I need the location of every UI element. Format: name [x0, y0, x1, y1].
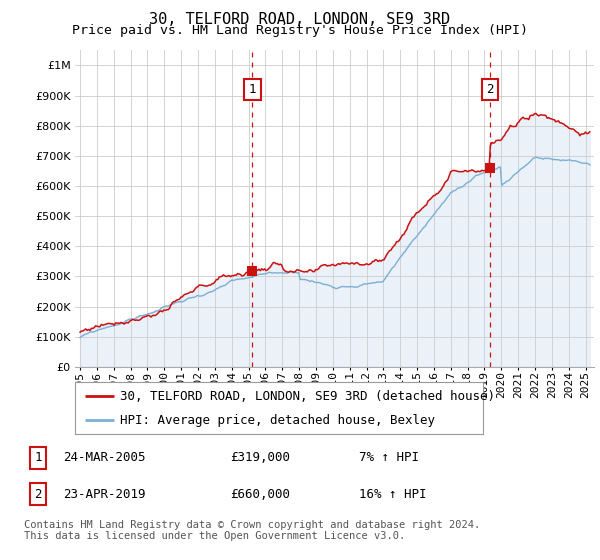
Text: 30, TELFORD ROAD, LONDON, SE9 3RD (detached house): 30, TELFORD ROAD, LONDON, SE9 3RD (detac… — [120, 390, 495, 403]
Text: 24-MAR-2005: 24-MAR-2005 — [63, 451, 146, 464]
Text: Contains HM Land Registry data © Crown copyright and database right 2024.
This d: Contains HM Land Registry data © Crown c… — [24, 520, 480, 542]
Text: £660,000: £660,000 — [230, 488, 290, 501]
Text: 16% ↑ HPI: 16% ↑ HPI — [359, 488, 426, 501]
Text: £319,000: £319,000 — [230, 451, 290, 464]
Text: Price paid vs. HM Land Registry's House Price Index (HPI): Price paid vs. HM Land Registry's House … — [72, 24, 528, 37]
Text: 23-APR-2019: 23-APR-2019 — [63, 488, 146, 501]
Text: 1: 1 — [34, 451, 42, 464]
Text: 2: 2 — [486, 83, 493, 96]
Text: 2: 2 — [34, 488, 42, 501]
Text: 30, TELFORD ROAD, LONDON, SE9 3RD: 30, TELFORD ROAD, LONDON, SE9 3RD — [149, 12, 451, 27]
Text: 1: 1 — [248, 83, 256, 96]
Text: HPI: Average price, detached house, Bexley: HPI: Average price, detached house, Bexl… — [120, 414, 435, 427]
Text: 7% ↑ HPI: 7% ↑ HPI — [359, 451, 419, 464]
